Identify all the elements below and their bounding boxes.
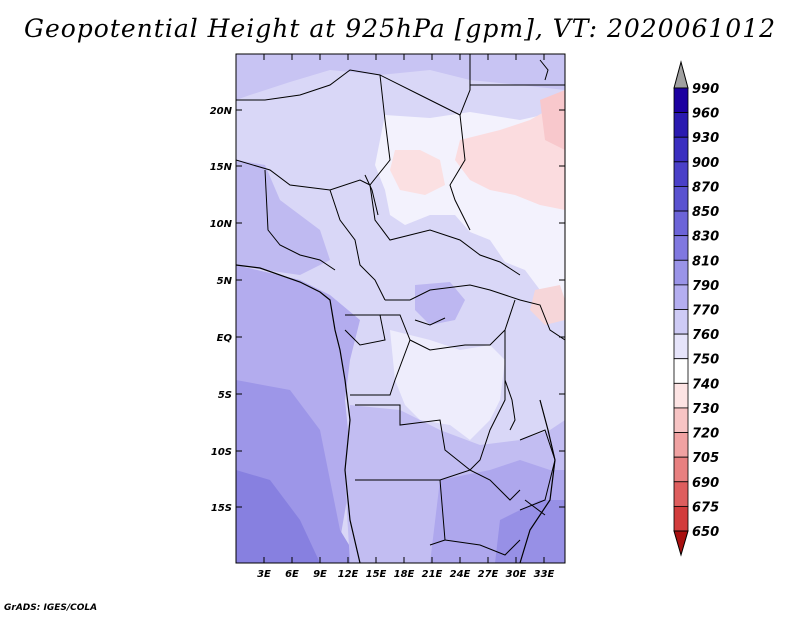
colorbar-swatch <box>673 235 689 261</box>
colorbar-swatch <box>673 432 689 458</box>
lon-label: 12E <box>338 569 359 580</box>
lat-label: EQ <box>217 333 233 344</box>
lon-label: 21E <box>422 569 443 580</box>
lat-label: 15N <box>210 162 233 173</box>
lat-label: 20N <box>210 106 233 117</box>
border-angola <box>355 404 471 471</box>
border-drc-north <box>409 299 516 351</box>
colorbar-label: 650 <box>692 525 719 540</box>
latitude-axis: 20N 15N 10N 5N EQ 5S 10S 15S <box>210 106 565 514</box>
coastline-west <box>236 264 361 563</box>
lon-label: 15E <box>366 569 387 580</box>
colorbar-swatch <box>673 358 689 384</box>
colorbar-over-arrow <box>673 60 689 89</box>
colorbar-label: 930 <box>692 131 719 146</box>
colorbar-swatch <box>673 382 689 409</box>
colorbar-swatch <box>673 456 689 483</box>
colorbar-label: 740 <box>692 377 719 392</box>
lon-label: 33E <box>534 569 555 580</box>
border-zambia <box>439 469 521 501</box>
lon-label: 24E <box>450 569 471 580</box>
lake-chad <box>364 174 379 216</box>
colorbar-label: 900 <box>692 156 719 171</box>
congo-river <box>414 317 446 326</box>
border-niger <box>236 159 371 191</box>
border-botswana <box>444 539 521 556</box>
colorbar-under-arrow <box>673 530 689 557</box>
colorbar-swatch <box>673 87 689 114</box>
colorbar-label: 675 <box>692 500 719 515</box>
field-pink-ethiopia <box>530 285 565 325</box>
field-atlantic-deep <box>236 470 320 563</box>
colorbar-swatch <box>673 136 689 163</box>
lon-label: 30E <box>506 569 527 580</box>
lake-tanganyika <box>504 379 516 431</box>
colorbar: 990 960 930 900 870 850 830 810 790 770 760 750 740 7… <box>673 60 719 557</box>
map-frame <box>235 53 566 564</box>
colorbar-label: 960 <box>692 107 719 122</box>
border-sudan <box>449 114 471 231</box>
country-borders <box>236 54 565 563</box>
field-pink-east <box>455 100 565 210</box>
lat-label: 5S <box>218 390 232 401</box>
colorbar-swatch <box>673 333 689 360</box>
border-nigeria <box>329 189 386 301</box>
field-westafrica <box>236 160 330 275</box>
lat-label: 10S <box>211 447 232 458</box>
colorbar-label: 790 <box>692 279 719 294</box>
border-ethiopia <box>519 299 565 341</box>
colorbar-swatch <box>673 112 689 138</box>
border-chad <box>369 74 521 276</box>
colorbar-swatch <box>673 309 689 335</box>
field-white-congo <box>390 330 505 440</box>
colorbar-swatch <box>673 259 689 286</box>
colorbar-label: 690 <box>692 476 719 491</box>
lon-label: 3E <box>257 569 271 580</box>
colorbar-label: 760 <box>692 328 719 343</box>
colorbar-swatch <box>673 161 689 187</box>
colorbar-swatch <box>673 481 689 507</box>
height-field <box>236 54 565 563</box>
field-pink-core <box>540 90 565 150</box>
colorbar-label: 720 <box>692 427 719 442</box>
grads-credit: GrADS: IGES/COLA <box>4 603 98 613</box>
field-central-patch <box>415 282 465 325</box>
colorbar-swatch <box>673 186 689 212</box>
colorbar-swatch <box>673 505 689 532</box>
colorbar-label: 730 <box>692 402 719 417</box>
field-north <box>236 54 565 100</box>
border-car <box>385 284 521 301</box>
colorbar-label: 850 <box>692 205 719 220</box>
lat-label: 10N <box>210 219 233 230</box>
chart-title: Geopotential Height at 925hPa [gpm], VT:… <box>23 14 777 43</box>
colorbar-label: 750 <box>692 353 719 368</box>
colorbar-swatch <box>673 210 689 237</box>
colorbar-label: 870 <box>692 180 719 195</box>
lon-label: 9E <box>313 569 327 580</box>
lon-label: 27E <box>478 569 499 580</box>
colorbar-label: 770 <box>692 304 719 319</box>
colorbar-label: 705 <box>692 451 719 466</box>
lat-label: 15S <box>211 503 232 514</box>
lon-label: 18E <box>394 569 415 580</box>
lake-malawi <box>524 499 546 516</box>
border-wa1 <box>264 169 336 271</box>
colorbar-swatch <box>673 284 689 310</box>
colorbar-swatch <box>673 407 689 433</box>
coastline-east <box>519 399 556 563</box>
border-congo <box>350 314 411 396</box>
colorbar-label: 810 <box>692 254 719 269</box>
border-sahel-north <box>236 54 471 116</box>
lat-label: 5N <box>217 276 233 287</box>
longitude-axis: 3E 6E 9E 12E 15E 18E 21E 24E 27E 30E 33E <box>257 54 555 580</box>
border-drc-east <box>469 330 506 471</box>
colorbar-label: 990 <box>692 82 719 97</box>
lon-label: 6E <box>285 569 299 580</box>
colorbar-label: 830 <box>692 230 719 245</box>
coast-redsea-north <box>539 59 549 81</box>
border-gabon <box>344 314 386 346</box>
border-namibia <box>355 479 446 546</box>
field-pink-west <box>390 150 445 195</box>
